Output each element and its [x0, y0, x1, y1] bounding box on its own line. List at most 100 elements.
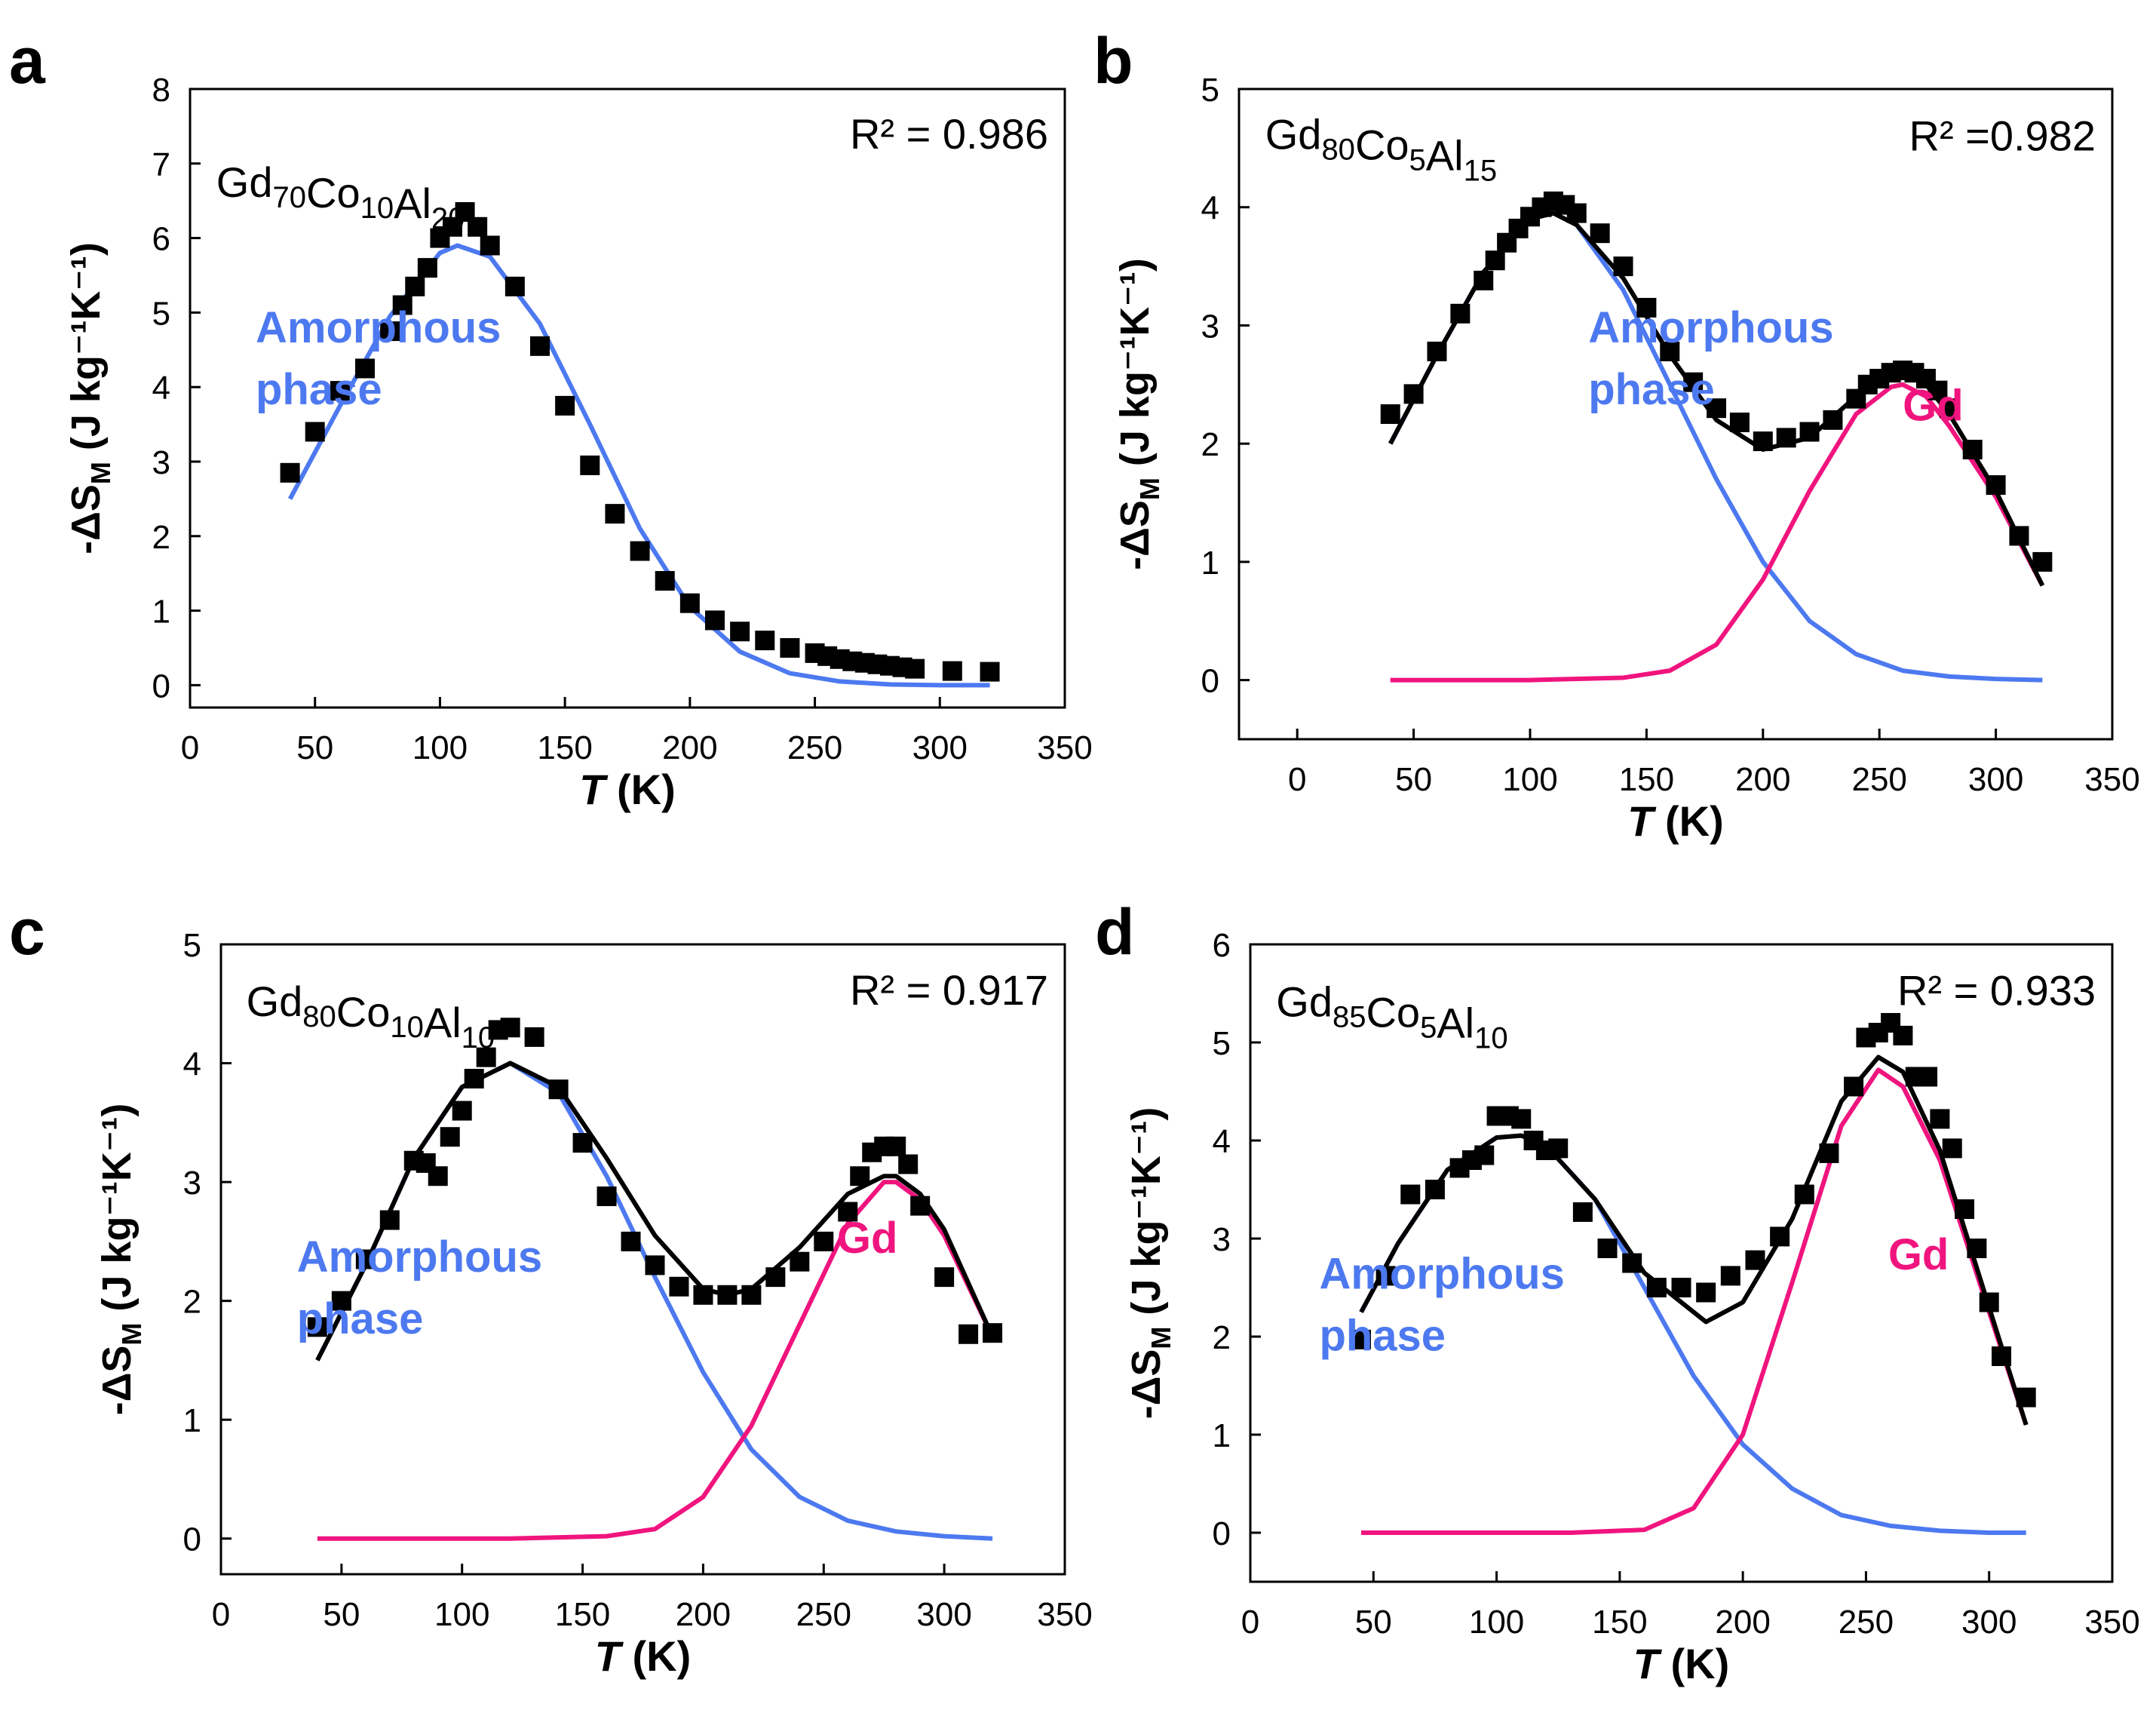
y-tick-label: 2: [1201, 426, 1219, 463]
y-tick-label: 3: [1201, 308, 1219, 345]
y-tick-label: 0: [183, 1521, 201, 1558]
data-point: [1511, 1109, 1532, 1129]
data-point: [1776, 428, 1796, 448]
y-tick-label: 1: [1201, 545, 1219, 582]
data-point: [741, 1285, 762, 1305]
data-point: [1720, 1266, 1740, 1286]
x-tick-label: 0: [1241, 1604, 1259, 1641]
panel-label: d: [1095, 896, 1135, 969]
x-tick-label: 350: [1037, 729, 1092, 766]
data-point: [379, 1210, 400, 1230]
chart-title: Gd80Co5Al15: [1265, 111, 1497, 188]
chart-panel-a: a 0 50 100 150 200 250 300 350 0 1 2 3 4 5 6 7 8 T (K) -ΔSM…: [9, 25, 1093, 813]
y-tick-label: 3: [1213, 1221, 1231, 1258]
component-label-amorphous-phase: Amorphous phase: [256, 303, 501, 414]
y-tick-label: 8: [152, 72, 170, 109]
data-point: [330, 381, 350, 401]
data-point: [1427, 341, 1447, 361]
data-point: [1962, 440, 1983, 460]
x-tick-label: 50: [323, 1596, 360, 1633]
y-tick-label: 5: [1213, 1025, 1231, 1062]
data-point: [1707, 398, 1727, 419]
data-point: [814, 1231, 834, 1251]
data-point: [679, 593, 700, 613]
data-point: [428, 1166, 448, 1187]
x-tick-label: 150: [555, 1596, 610, 1633]
x-tick-label: 100: [1469, 1604, 1524, 1641]
x-tick-label: 300: [1968, 761, 2023, 798]
data-point: [1799, 422, 1820, 442]
x-tick-label: 100: [434, 1596, 489, 1633]
x-tick-label: 50: [296, 729, 333, 766]
data-point: [1597, 1239, 1618, 1258]
plot-frame: [189, 87, 1066, 709]
data-point: [476, 1047, 496, 1067]
data-point: [905, 658, 925, 679]
data-point: [1683, 372, 1704, 392]
data-point: [555, 395, 575, 416]
y-tick-label: 5: [183, 927, 201, 964]
data-point: [355, 358, 375, 379]
x-tick-label: 250: [1851, 761, 1906, 798]
data-point: [580, 455, 600, 475]
data-point: [480, 235, 500, 256]
r-squared-label: R² = 0.917: [850, 966, 1048, 1014]
y-tick-label: 2: [1213, 1319, 1231, 1356]
x-tick-label: 350: [1037, 1596, 1092, 1633]
data-point: [1918, 1067, 1938, 1087]
data-point: [910, 1196, 931, 1216]
data-point: [717, 1285, 738, 1305]
x-tick-label: 250: [796, 1596, 851, 1633]
y-tick-label: 2: [183, 1284, 201, 1321]
data-point: [504, 276, 525, 296]
chart-title: Gd80Co10Al10: [247, 978, 495, 1055]
data-point: [530, 336, 550, 356]
data-point: [2032, 551, 2053, 572]
data-point: [2009, 526, 2029, 546]
x-tick-label: 250: [1839, 1604, 1894, 1641]
data-point: [524, 1027, 544, 1047]
x-tick-label: 300: [1961, 1604, 2016, 1641]
data-point: [730, 622, 750, 642]
data-point: [1753, 431, 1773, 452]
chart-panel-b: b 0 50 100 150 200 250 300 350 0 1 2 3 4 5 T (K) -ΔSM (J…: [1093, 25, 2140, 845]
x-tick-label: 350: [2084, 1604, 2139, 1641]
data-point: [1622, 1253, 1642, 1273]
data-point: [1939, 398, 1959, 419]
plot-frame: [1249, 943, 2114, 1583]
y-tick-label: 5: [1201, 72, 1219, 109]
data-point: [1425, 1180, 1445, 1199]
data-point: [1613, 256, 1633, 277]
data-point: [2016, 1387, 2036, 1408]
data-point: [307, 1317, 327, 1337]
data-point: [1770, 1226, 1790, 1247]
data-point: [1548, 1138, 1569, 1159]
x-tick-label: 50: [1395, 761, 1432, 798]
data-point: [886, 1136, 906, 1156]
data-point: [755, 631, 775, 651]
data-point: [983, 1323, 1003, 1343]
data-point: [1986, 475, 2006, 496]
component-label-amorphous-phase: Amorphous phase: [297, 1233, 542, 1343]
component-label-amorphous-phase: Amorphous phase: [1319, 1249, 1564, 1360]
x-tick-label: 300: [916, 1596, 971, 1633]
data-point: [1671, 1278, 1691, 1297]
x-tick-label: 350: [2084, 761, 2139, 798]
x-tick-label: 100: [1502, 761, 1557, 798]
y-axis-label: -ΔSM (J kg⁻¹K⁻¹): [1112, 258, 1165, 570]
data-point: [1729, 412, 1750, 432]
data-point: [942, 661, 962, 681]
data-point: [1819, 1143, 1839, 1163]
data-point: [1928, 380, 1948, 401]
data-point: [331, 1291, 351, 1311]
data-point: [305, 422, 325, 442]
x-tick-label: 150: [1619, 761, 1674, 798]
data-point: [1979, 1292, 1999, 1312]
data-point: [1380, 404, 1400, 424]
x-axis-label: T (K): [595, 1632, 692, 1680]
x-axis-label: T (K): [1633, 1640, 1730, 1687]
data-point: [380, 321, 400, 342]
data-point: [1474, 270, 1494, 290]
data-point: [1572, 1202, 1593, 1222]
data-point: [1967, 1239, 1987, 1258]
